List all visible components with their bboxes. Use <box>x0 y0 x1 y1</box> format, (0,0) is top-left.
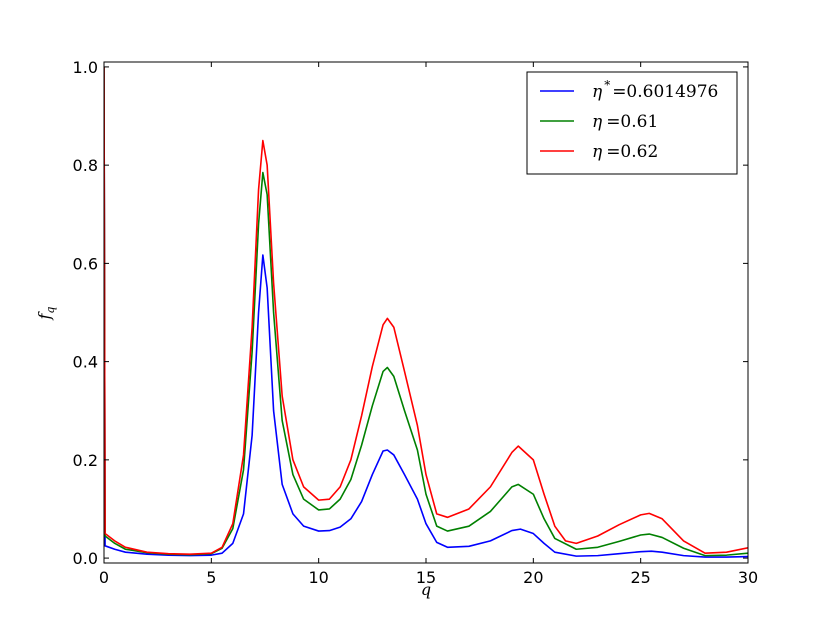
y-axis-label-sub: q <box>44 307 57 314</box>
series-line-3 <box>104 66 748 555</box>
legend-symbol: η <box>592 142 603 162</box>
y-axis-label-main: f <box>35 310 54 320</box>
legend-symbol: η <box>592 82 603 102</box>
legend-box <box>526 71 738 175</box>
x-tick-label: 5 <box>206 568 216 587</box>
x-axis-label: q <box>421 580 431 599</box>
y-tick-label: 0.4 <box>73 353 98 372</box>
legend-superscript: * <box>604 78 610 92</box>
legend-value: =0.62 <box>606 142 658 162</box>
legend-entry-2: η =0.61 <box>592 112 658 132</box>
y-tick-label: 0.2 <box>73 451 98 470</box>
x-tick-label: 25 <box>630 568 650 587</box>
x-tick-label: 0 <box>99 568 109 587</box>
legend-value: =0.6014976 <box>612 82 718 102</box>
legend-entry-1: η * =0.6014976 <box>592 78 718 102</box>
legend-value: =0.61 <box>606 112 658 132</box>
legend-entry-3: η =0.62 <box>592 142 658 162</box>
x-tick-label: 15 <box>416 568 436 587</box>
svg-text:fq: fq <box>35 307 57 321</box>
x-tick-label: 30 <box>738 568 758 587</box>
y-tick-label: 1.0 <box>73 58 98 77</box>
x-tick-label: 20 <box>523 568 543 587</box>
y-tick-label: 0.8 <box>73 156 98 175</box>
series-line-1 <box>104 66 748 558</box>
legend-symbol: η <box>592 112 603 132</box>
y-tick-label: 0.0 <box>73 549 98 568</box>
y-axis-label: fq <box>35 307 57 321</box>
y-tick-label: 0.6 <box>73 254 98 273</box>
x-tick-label: 10 <box>308 568 328 587</box>
